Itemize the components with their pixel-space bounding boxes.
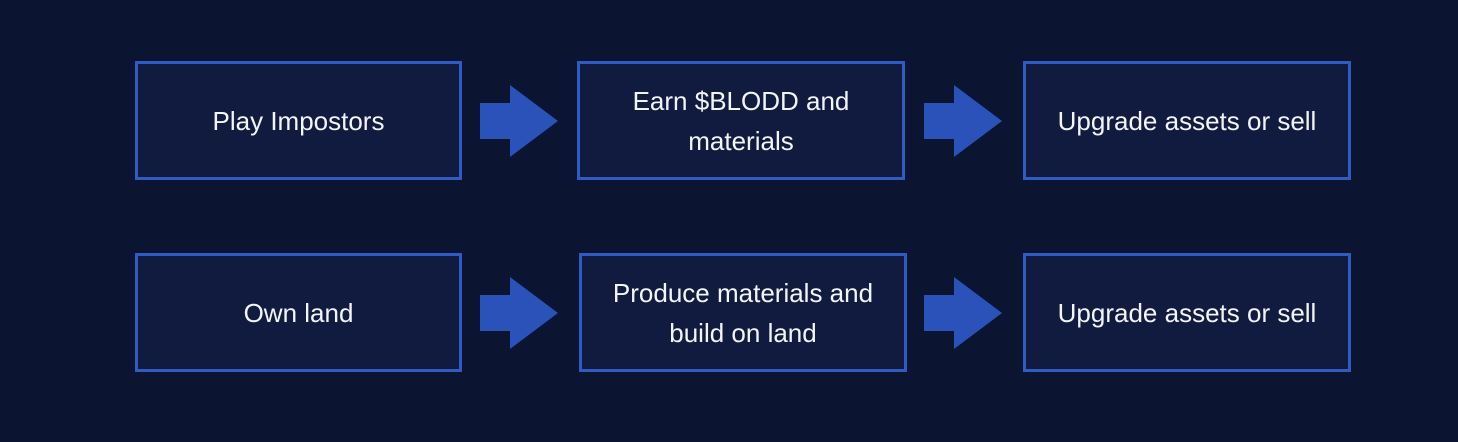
step-label: Play Impostors <box>212 105 385 136</box>
step-label: Upgrade assets or sell <box>1057 297 1317 328</box>
step-own-land: Own land <box>135 253 462 372</box>
right-arrow-icon <box>480 85 558 157</box>
step-produce-materials: Produce materials and build on land <box>579 253 907 372</box>
step-upgrade-assets: Upgrade assets or sell <box>1023 61 1351 180</box>
right-arrow-icon <box>924 277 1002 349</box>
right-arrow-icon <box>924 85 1002 157</box>
step-play-impostors: Play Impostors <box>135 61 462 180</box>
step-label: Own land <box>243 297 354 328</box>
step-earn-blodd: Earn $BLODD and materials <box>577 61 905 180</box>
right-arrow-icon <box>480 277 558 349</box>
step-label: Upgrade assets or sell <box>1057 105 1317 136</box>
step-label: Produce materials and build on land <box>612 277 874 348</box>
step-upgrade-assets: Upgrade assets or sell <box>1023 253 1351 372</box>
step-label: Earn $BLODD and materials <box>632 85 850 156</box>
